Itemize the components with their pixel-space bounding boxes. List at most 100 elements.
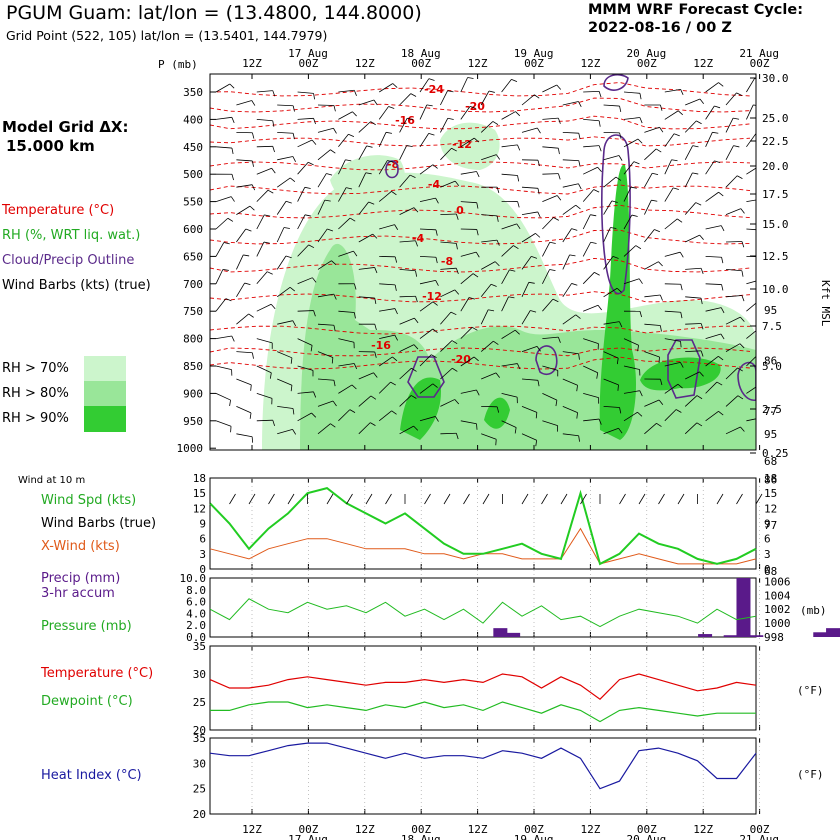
height-tick-label: 2.5	[762, 403, 782, 416]
wind-barb	[501, 144, 518, 148]
wind-barb	[705, 355, 719, 367]
wind-barb	[460, 356, 475, 367]
wind-barb	[521, 406, 538, 413]
wind-barb	[297, 365, 314, 371]
wind-barb	[256, 271, 268, 285]
legend-rh80-swatch	[84, 381, 126, 406]
legend-wind-speed: Wind Spd (kts)	[41, 493, 137, 508]
precip-left-tick: 2.0	[186, 619, 206, 632]
wind-barb	[480, 340, 494, 352]
wind-barb	[521, 378, 538, 381]
wind-barb	[562, 183, 579, 188]
wind-barb-feather	[597, 304, 603, 311]
surface-wind-barb	[229, 493, 236, 505]
wind-barb-feather	[451, 147, 457, 152]
height-tick-label: 30.0	[762, 72, 789, 85]
wind-barb-feather	[578, 101, 582, 107]
wind-barb-feather	[311, 139, 317, 145]
pressure-tick-label: 850	[183, 360, 203, 373]
wind-barb-feather	[494, 261, 500, 267]
wind-barb-feather	[700, 350, 704, 357]
wind-barb-feather	[721, 284, 724, 291]
wind-barb	[603, 227, 611, 243]
precip-bar	[698, 634, 713, 637]
wind-barb-feather	[593, 189, 600, 193]
wind-barb	[705, 82, 719, 93]
wind-barb	[236, 313, 249, 325]
wind-barb-feather	[737, 395, 744, 400]
wind-barb	[317, 423, 331, 435]
wind-barb	[725, 395, 739, 407]
surface-wind-barb	[365, 493, 373, 505]
wind-barb-feather	[368, 201, 375, 205]
wind-barb	[746, 199, 756, 202]
isotherm-label: -4	[412, 232, 425, 245]
isotherm-line	[210, 115, 751, 130]
isotherm-line	[210, 325, 751, 335]
wind-barb	[725, 426, 741, 435]
legend-xwind: X-Wind (kts)	[41, 539, 120, 554]
pressure-right-tick: 1006	[764, 575, 791, 588]
wind-barb	[664, 159, 672, 175]
wind-barb-feather	[695, 202, 702, 206]
wind-barb-feather	[678, 110, 684, 116]
wind-barb	[685, 350, 702, 352]
wind-barb-feather	[392, 356, 398, 362]
wind-barb	[277, 132, 294, 134]
wind-barb-feather	[692, 145, 699, 148]
wind-left-tick: 3	[199, 548, 206, 561]
wind-barb	[440, 267, 457, 270]
wind-barb-feather	[272, 146, 275, 153]
forecast-cycle-value: 2022-08-16 / 00 Z	[588, 20, 732, 36]
surface-wind-barb	[736, 493, 743, 505]
wind-barb	[501, 111, 516, 120]
wind-barb-feather	[428, 78, 435, 81]
legend-pressure: Pressure (mb)	[41, 619, 132, 634]
wind-barb-feather	[639, 311, 642, 318]
wind-barb	[277, 378, 293, 386]
wind-barb-feather	[699, 234, 704, 240]
wind-barb-feather	[269, 372, 272, 379]
heat-right-tick: 95	[764, 428, 777, 441]
wind-barb	[542, 117, 559, 120]
wind-barb	[684, 422, 698, 435]
wind-barb-feather	[312, 277, 317, 283]
wind-barb	[644, 294, 661, 298]
wind-barb-feather	[415, 270, 418, 277]
wind-barb-feather	[619, 321, 623, 328]
wind-barb	[338, 89, 355, 93]
isotherm-label: -4	[428, 178, 441, 191]
wind-barb-feather	[413, 344, 419, 350]
wind-barb-feather	[696, 422, 703, 427]
wind-barb	[705, 283, 722, 285]
wind-barb-feather	[659, 294, 663, 301]
wind-barb-feather	[285, 255, 292, 259]
wind-barb-feather	[571, 228, 578, 231]
wind-barb	[582, 272, 595, 285]
wind-barb-feather	[639, 93, 642, 100]
wind-barb	[481, 433, 497, 440]
wind-barb	[419, 301, 434, 312]
wind-barb	[338, 409, 351, 422]
wind-barb-feather	[326, 173, 333, 176]
wind-barb	[623, 161, 635, 175]
wind-barb	[276, 286, 291, 298]
wind-barb-feather	[654, 229, 661, 233]
wind-barb-feather	[327, 228, 334, 232]
wind-barb-feather	[677, 383, 683, 389]
wind-barb	[358, 145, 368, 160]
wind-barb	[256, 119, 273, 122]
wind-barb-feather	[496, 239, 500, 246]
wind-barb	[358, 233, 373, 243]
wind-barb	[460, 327, 473, 339]
pressure-tick-label: 700	[183, 278, 203, 291]
cloud-outline	[535, 345, 558, 376]
wind-barb	[603, 287, 618, 298]
wind-speed-line	[209, 487, 757, 566]
wind-barb-feather	[414, 317, 419, 324]
precip-bar	[506, 632, 521, 637]
wind-barb	[644, 229, 655, 243]
wind-barb-feather	[594, 271, 600, 276]
wind-barb	[440, 367, 453, 380]
wind-barb	[215, 146, 232, 149]
